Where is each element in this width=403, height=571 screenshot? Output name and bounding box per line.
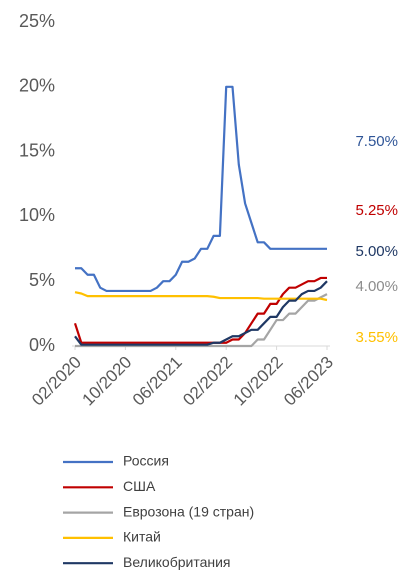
legend-label: США — [123, 478, 156, 494]
y-tick-label: 20% — [19, 76, 55, 96]
series-line — [74, 291, 328, 302]
y-tick-label: 25% — [19, 11, 55, 31]
end-label: 5.25% — [355, 202, 398, 219]
y-tick-label: 15% — [19, 140, 55, 160]
legend-label: Россия — [123, 453, 169, 469]
legend-label: Китай — [123, 529, 161, 545]
x-tick-label: 06/2021 — [129, 353, 186, 410]
end-label: 5.00% — [355, 243, 398, 260]
legend-label: Великобритания — [123, 554, 231, 570]
end-label: 4.00% — [355, 278, 398, 295]
series-line — [75, 85, 327, 293]
x-tick-label: 02/2020 — [28, 353, 85, 410]
series-line — [74, 280, 328, 346]
x-tick-label: 06/2023 — [280, 353, 337, 410]
x-tick-label: 10/2022 — [230, 353, 287, 410]
y-tick-label: 10% — [19, 205, 55, 225]
y-tick-label: 0% — [29, 335, 55, 355]
end-label: 7.50% — [355, 133, 398, 150]
end-label: 3.55% — [355, 329, 398, 346]
series-line — [75, 293, 328, 348]
legend-label: Еврозона (19 стран) — [123, 503, 254, 519]
series-line — [73, 276, 327, 344]
y-tick-label: 5% — [29, 270, 55, 290]
x-tick-label: 10/2020 — [79, 353, 136, 410]
x-tick-label: 02/2022 — [179, 353, 236, 410]
